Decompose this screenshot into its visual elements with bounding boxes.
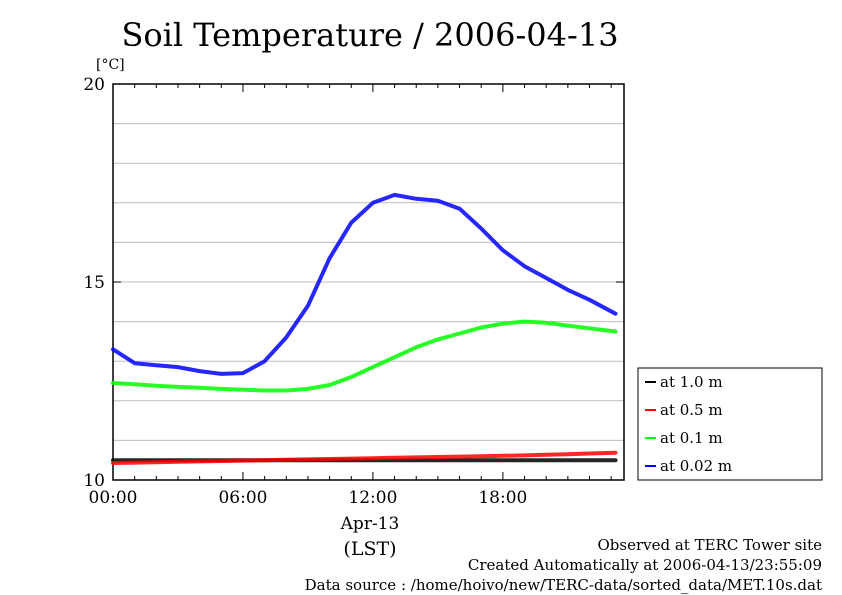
- x-tick-label: 06:00: [218, 488, 267, 508]
- x-tick-label: 00:00: [89, 488, 138, 508]
- y-axis-unit: [°C]: [96, 57, 125, 73]
- footer-datasource: Data source : /home/hoivo/new/TERC-data/…: [305, 576, 822, 594]
- series-line-at-0-02-m: [111, 192, 618, 376]
- footer-observed: Observed at TERC Tower site: [597, 536, 822, 554]
- legend-label: at 0.02 m: [660, 457, 732, 475]
- legend-label: at 0.1 m: [660, 429, 723, 447]
- chart-title: Soil Temperature / 2006-04-13: [121, 16, 618, 54]
- x-tick-label: 12:00: [348, 488, 397, 508]
- y-tick-label: 20: [83, 75, 105, 95]
- legend-box: [637, 367, 823, 481]
- series-line-at-0-1-m: [111, 319, 618, 393]
- legend-label: at 1.0 m: [660, 373, 723, 391]
- x-axis-date: Apr-13: [340, 514, 400, 534]
- series-lines: [111, 192, 618, 465]
- y-tick-label: 15: [83, 273, 105, 293]
- series-line-at-0-5-m: [111, 450, 618, 465]
- axis-ticks: 00:00 06:00 12:00 18:00 10 15 20: [83, 75, 624, 508]
- y-tick-label: 10: [83, 471, 105, 491]
- x-tick-label: 18:00: [478, 488, 527, 508]
- x-axis-unit: (LST): [343, 538, 396, 560]
- legend-label: at 0.5 m: [660, 401, 723, 419]
- legend: at 1.0 m at 0.5 m at 0.1 m at 0.02 m: [637, 367, 823, 481]
- footer-created: Created Automatically at 2006-04-13/23:5…: [468, 556, 822, 574]
- gridlines: [113, 123, 624, 441]
